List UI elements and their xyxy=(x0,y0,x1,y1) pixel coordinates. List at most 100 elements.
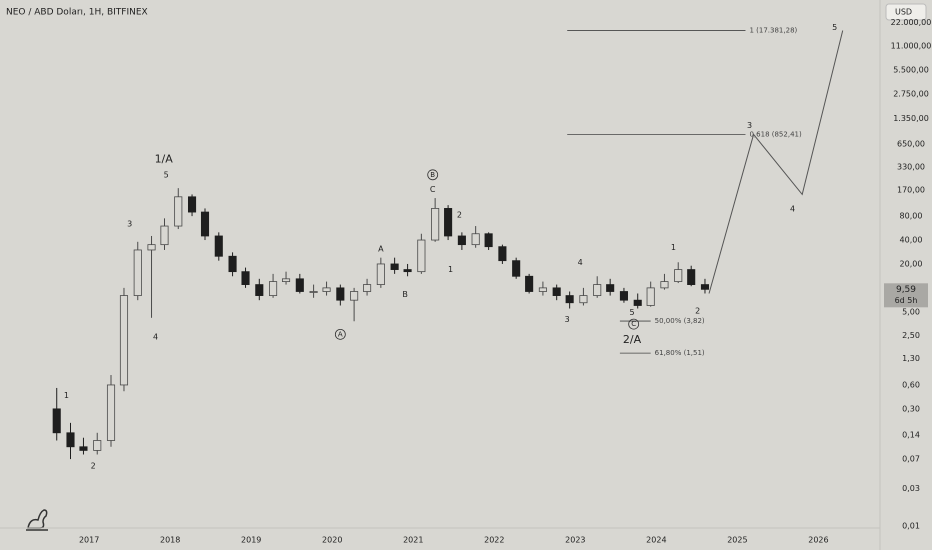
wave-label: 2 xyxy=(695,307,700,316)
wave-label: 4 xyxy=(790,204,795,213)
y-tick-label: 22.000,00 xyxy=(891,18,932,27)
candle-body xyxy=(417,239,426,273)
candle-body xyxy=(336,287,345,301)
wave-label: 2 xyxy=(457,210,462,219)
candle-body xyxy=(552,287,561,296)
candle-body xyxy=(525,275,534,292)
candle-body xyxy=(241,271,250,285)
candle-body xyxy=(593,284,602,296)
candle-body xyxy=(687,269,696,285)
x-tick-label: 2021 xyxy=(403,536,423,545)
y-tick-label: 1,30 xyxy=(902,354,920,363)
candle-body xyxy=(269,281,278,296)
candle-body xyxy=(255,284,264,296)
annotation-circle xyxy=(334,328,346,340)
candle-body xyxy=(309,291,318,293)
countdown: 6d 5h xyxy=(895,296,918,305)
x-tick-label: 2022 xyxy=(484,536,504,545)
wave-label: 5 xyxy=(164,170,169,179)
y-tick-label: 650,00 xyxy=(897,139,925,148)
wave-label: B xyxy=(430,171,435,179)
candle-body xyxy=(606,284,615,292)
candle-body xyxy=(228,255,237,273)
candle-body xyxy=(646,287,655,306)
wave-label: 1 xyxy=(64,391,69,400)
candle-body xyxy=(363,284,372,292)
candle-body xyxy=(498,246,507,262)
candle-body xyxy=(619,291,628,301)
x-tick-label: 2026 xyxy=(808,536,828,545)
wave-label: 2 xyxy=(91,462,96,471)
candle-body xyxy=(187,196,197,213)
currency-label[interactable]: USD xyxy=(895,8,912,17)
x-tick-label: 2025 xyxy=(727,536,747,545)
candle-body xyxy=(376,263,385,285)
y-tick-label: 1.350,00 xyxy=(893,114,929,123)
candle-body xyxy=(350,291,359,301)
candle-body xyxy=(512,260,521,277)
price-tag-label: 9,59 xyxy=(896,285,916,295)
y-tick-label: 0,14 xyxy=(902,431,920,440)
annotation-circle xyxy=(628,318,640,330)
y-tick-label: 11.000,00 xyxy=(891,42,932,51)
x-tick-label: 2023 xyxy=(565,536,585,545)
wave-label: 1 xyxy=(671,243,676,252)
candle-body xyxy=(200,211,210,237)
y-tick-label: 170,00 xyxy=(897,186,925,195)
candle-body xyxy=(79,446,88,451)
currency-button[interactable] xyxy=(885,3,927,21)
price-tag xyxy=(884,283,928,308)
candle-body xyxy=(403,269,412,273)
candle-body xyxy=(147,244,156,251)
candle-body xyxy=(700,284,710,290)
y-tick-label: 330,00 xyxy=(897,163,925,172)
y-tick-label: 2.750,00 xyxy=(893,90,929,99)
wave-label: 3 xyxy=(747,121,752,130)
candle-body xyxy=(444,208,453,237)
candle-body xyxy=(484,233,493,248)
annotation-circle xyxy=(427,169,439,181)
candle-body xyxy=(66,432,75,448)
candle-body xyxy=(322,287,331,292)
y-tick-label: 0,07 xyxy=(902,455,920,464)
projection-line xyxy=(708,30,844,294)
candle-body xyxy=(52,408,61,434)
wave-label: A xyxy=(338,330,343,338)
candle-body xyxy=(295,278,304,292)
candle-body xyxy=(133,249,142,296)
wave-label: C xyxy=(631,320,636,328)
wave-label: 3 xyxy=(565,315,570,324)
x-tick-label: 2024 xyxy=(646,536,666,545)
wave-label: 4 xyxy=(153,333,158,342)
x-tick-label: 2019 xyxy=(241,536,261,545)
wave-label: B xyxy=(402,290,408,299)
fib-level-label: 61,80% (1,51) xyxy=(655,349,705,357)
candle-body xyxy=(93,440,102,451)
chart-title: NEO / ABD Doları, 1H, BITFINEX xyxy=(6,8,148,18)
candle-body xyxy=(674,269,683,282)
candle-body xyxy=(633,299,642,306)
wave-label: A xyxy=(378,244,384,253)
y-tick-label: 0,03 xyxy=(902,484,920,493)
y-tick-label: 20,00 xyxy=(900,259,923,268)
candle-body xyxy=(160,225,169,246)
y-tick-label: 0,01 xyxy=(902,522,920,531)
x-tick-label: 2017 xyxy=(79,536,99,545)
candle-body xyxy=(565,295,574,304)
candle-body xyxy=(579,295,588,304)
candle-body xyxy=(106,384,116,441)
candle-body xyxy=(390,263,399,270)
wave-label: 1/A xyxy=(155,153,174,166)
candle-body xyxy=(457,235,466,246)
y-tick-label: 0,30 xyxy=(902,404,920,413)
wave-label: C xyxy=(430,185,436,194)
y-tick-label: 5.500,00 xyxy=(893,66,929,75)
y-tick-label: 40,00 xyxy=(900,236,923,245)
wave-label: 5 xyxy=(629,308,634,317)
candle-body xyxy=(471,233,480,246)
logo xyxy=(26,509,48,531)
candle-body xyxy=(214,235,223,257)
candle-body xyxy=(119,295,129,386)
candle-body xyxy=(538,287,547,292)
